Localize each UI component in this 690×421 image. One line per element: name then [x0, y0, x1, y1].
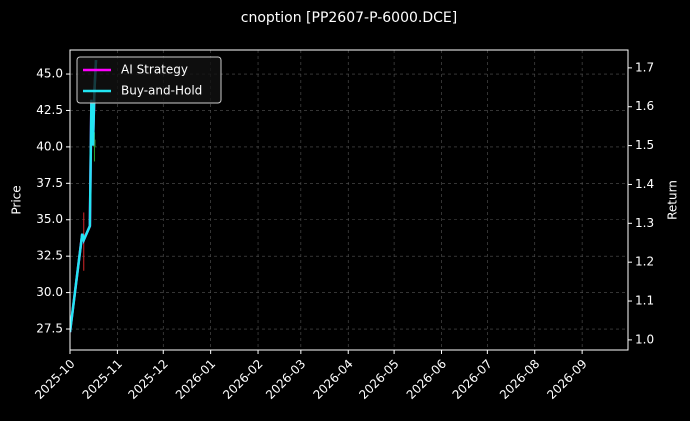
y2-tick-label: 1.6: [635, 99, 654, 113]
y2-tick-label: 1.1: [635, 294, 654, 308]
y2-tick-label: 1.5: [635, 138, 654, 152]
y-tick-label: 35.0: [36, 212, 63, 226]
legend-label: Buy-and-Hold: [121, 84, 202, 98]
y-tick-label: 27.5: [36, 322, 63, 336]
y-tick-label: 32.5: [36, 249, 63, 263]
y-axis-label: Price: [10, 185, 24, 214]
y-tick-label: 42.5: [36, 103, 63, 117]
y-tick-label: 37.5: [36, 176, 63, 190]
legend-label: AI Strategy: [121, 63, 188, 77]
y2-axis-label: Return: [666, 180, 680, 220]
candle-body: [93, 139, 96, 147]
y-tick-label: 40.0: [36, 139, 63, 153]
y2-tick-label: 1.4: [635, 177, 654, 191]
y-tick-label: 30.0: [36, 285, 63, 299]
y2-tick-label: 1.0: [635, 332, 654, 346]
y2-tick-label: 1.7: [635, 60, 654, 74]
legend-box: [76, 56, 222, 104]
plot-frame: [69, 49, 629, 351]
y2-tick-label: 1.2: [635, 255, 654, 269]
chart-title: cnoption [PP2607-P-6000.DCE]: [241, 10, 457, 26]
y-tick-label: 45.0: [36, 67, 63, 81]
y2-tick-label: 1.3: [635, 216, 654, 230]
